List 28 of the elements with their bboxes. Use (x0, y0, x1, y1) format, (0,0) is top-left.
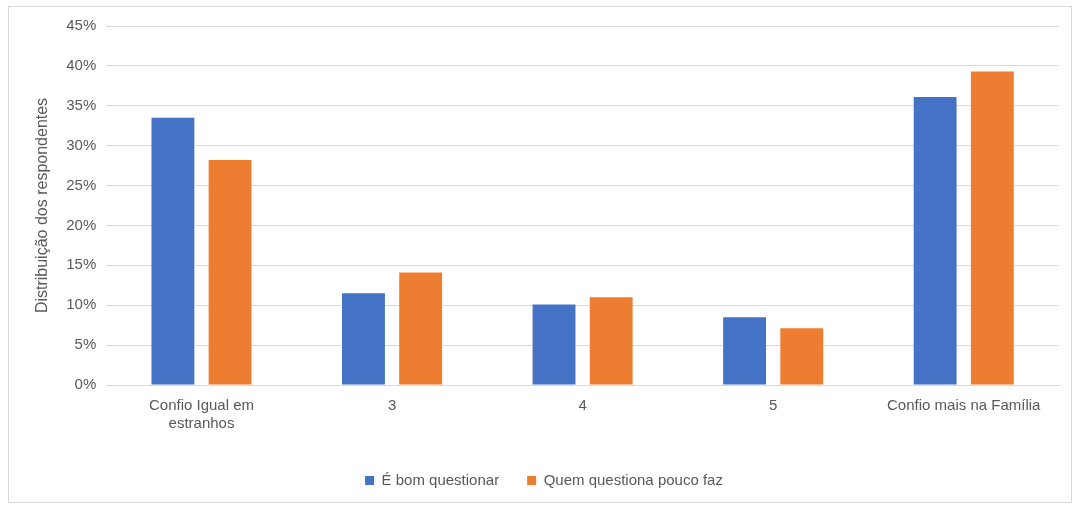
bar (151, 117, 195, 385)
bar (970, 71, 1014, 385)
x-tick-label: Confio mais na Família (887, 396, 1042, 414)
y-tick-label: 35% (66, 95, 97, 113)
x-tick-label: 3 (387, 396, 397, 414)
y-tick-label: 15% (66, 255, 97, 273)
legend-label: Quem questiona pouco faz (543, 470, 723, 488)
bar (342, 293, 385, 385)
y-tick-label: 0% (74, 375, 97, 393)
y-tick-label: 45% (66, 16, 97, 34)
bar (780, 328, 824, 385)
y-axis-title: Distribuição dos respondentes (33, 97, 51, 314)
y-tick-label: 5% (74, 335, 97, 353)
y-tick-label: 20% (66, 215, 97, 233)
bar (399, 272, 443, 385)
y-tick-label: 40% (66, 56, 97, 74)
x-tick-label: 5 (768, 396, 778, 414)
bar (532, 304, 576, 385)
x-tick-label: Confio Igual em estranhos (148, 396, 255, 432)
y-tick-label: 30% (66, 135, 97, 153)
bar (913, 97, 957, 385)
x-tick-label: 4 (578, 396, 587, 414)
y-tick-label: 25% (66, 175, 97, 193)
bar (723, 317, 767, 385)
legend-label: É bom questionar (381, 470, 500, 488)
bar (589, 297, 633, 385)
bar (208, 160, 252, 385)
y-tick-label: 10% (66, 295, 97, 313)
